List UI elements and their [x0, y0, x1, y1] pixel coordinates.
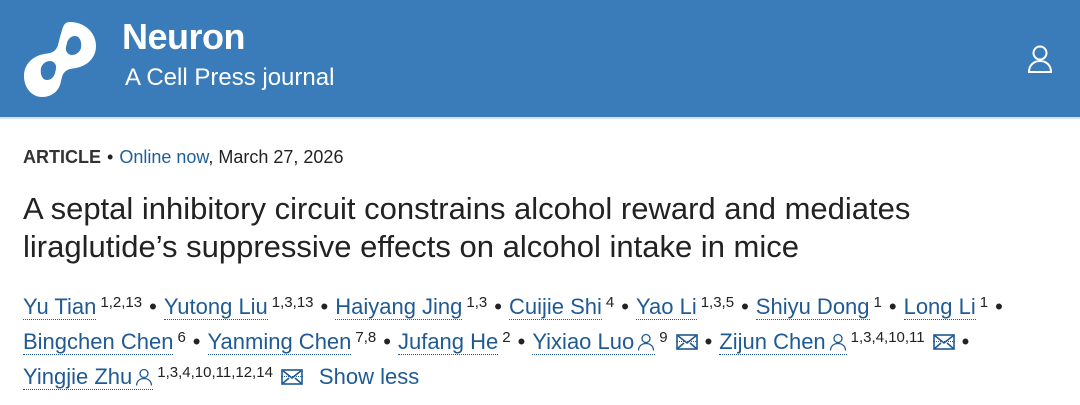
affiliation-numbers[interactable]: 7,8	[355, 329, 377, 346]
affiliation-numbers[interactable]: 1,3,4,10,11	[850, 329, 925, 346]
author-name[interactable]: Cuijie Shi	[508, 294, 602, 320]
article-meta: ARTICLE • Online now, March 27, 2026	[23, 147, 343, 168]
show-less-button[interactable]: Show less	[318, 364, 420, 389]
separator: •	[320, 294, 329, 319]
affiliation-numbers[interactable]: 1,3,13	[271, 294, 314, 311]
separator: •	[383, 329, 391, 354]
separator: •	[961, 329, 970, 354]
affiliation-numbers[interactable]: 6	[177, 329, 186, 346]
affiliation-numbers[interactable]: 2	[502, 329, 511, 346]
separator: •	[704, 329, 713, 354]
separator: •	[995, 294, 1003, 319]
affiliation-numbers[interactable]: 9	[659, 329, 668, 346]
affiliation-numbers[interactable]: 1,2,13	[100, 294, 143, 311]
author-line: Yu Tian 1,2,13 • Yutong Liu 1,3,13 • Haiyang J…	[23, 285, 1010, 320]
email-icon[interactable]	[675, 325, 698, 350]
separator: •	[888, 294, 897, 319]
author-name[interactable]: Yixiao Luo	[532, 326, 656, 355]
author-name-text: Zijun Chen	[719, 329, 826, 354]
article-title: A septal inhibitory circuit constrains a…	[23, 191, 911, 264]
author-name[interactable]: Yao Li	[635, 294, 697, 320]
cell-press-logo[interactable]	[22, 18, 102, 98]
author-name[interactable]: Jufang He	[397, 329, 499, 355]
author-list: Yu Tian 1,2,13 • Yutong Liu 1,3,13 • Haiyang J…	[23, 285, 1010, 390]
separator: •	[494, 294, 502, 319]
journal-tagline: A Cell Press journal	[125, 64, 335, 91]
author-name[interactable]: Yanming Chen	[207, 329, 352, 355]
author-name-text: Yingjie Zhu	[23, 364, 133, 389]
affiliation-numbers[interactable]: 1,3	[466, 294, 488, 311]
separator: •	[149, 294, 157, 319]
author-name[interactable]: Bingchen Chen	[23, 329, 174, 355]
affiliation-numbers[interactable]: 4	[605, 294, 615, 311]
author-name[interactable]: Yu Tian	[23, 294, 97, 320]
affiliation-numbers[interactable]: 1	[873, 294, 882, 311]
site-header: Neuron A Cell Press journal	[0, 0, 1080, 119]
author-name[interactable]: Yingjie Zhu	[23, 361, 154, 390]
article-type: ARTICLE	[23, 147, 101, 167]
separator: •	[107, 147, 114, 167]
affiliation-numbers[interactable]: 1,3,4,10,11,12,14	[157, 364, 273, 381]
separator: •	[741, 294, 749, 319]
journal-name[interactable]: Neuron	[122, 16, 246, 57]
separator: •	[192, 329, 201, 354]
author-line: Yingjie Zhu 1,3,4,10,11,12,14 Show less	[23, 355, 1010, 390]
person-icon[interactable]	[1026, 44, 1054, 74]
author-name[interactable]: Long Li	[903, 294, 976, 320]
email-icon[interactable]	[280, 360, 303, 385]
author-name[interactable]: Yutong Liu	[163, 294, 268, 320]
corresponding-author-icon	[637, 326, 655, 351]
affiliation-numbers[interactable]: 1	[979, 294, 989, 311]
separator: •	[517, 329, 526, 354]
author-name[interactable]: Shiyu Dong	[755, 294, 870, 320]
corresponding-author-icon	[135, 361, 153, 386]
author-line: Bingchen Chen 6 • Yanming Chen 7,8 • Jufang He…	[23, 320, 1010, 355]
corresponding-author-icon	[829, 326, 847, 351]
email-icon[interactable]	[932, 325, 955, 350]
separator: •	[621, 294, 629, 319]
online-now-link[interactable]: Online now	[119, 147, 209, 167]
author-name-text: Yixiao Luo	[532, 329, 635, 354]
author-name[interactable]: Zijun Chen	[719, 326, 847, 355]
author-name[interactable]: Haiyang Jing	[335, 294, 463, 320]
affiliation-numbers[interactable]: 1,3,5	[700, 294, 735, 311]
publication-date: , March 27, 2026	[208, 147, 344, 167]
